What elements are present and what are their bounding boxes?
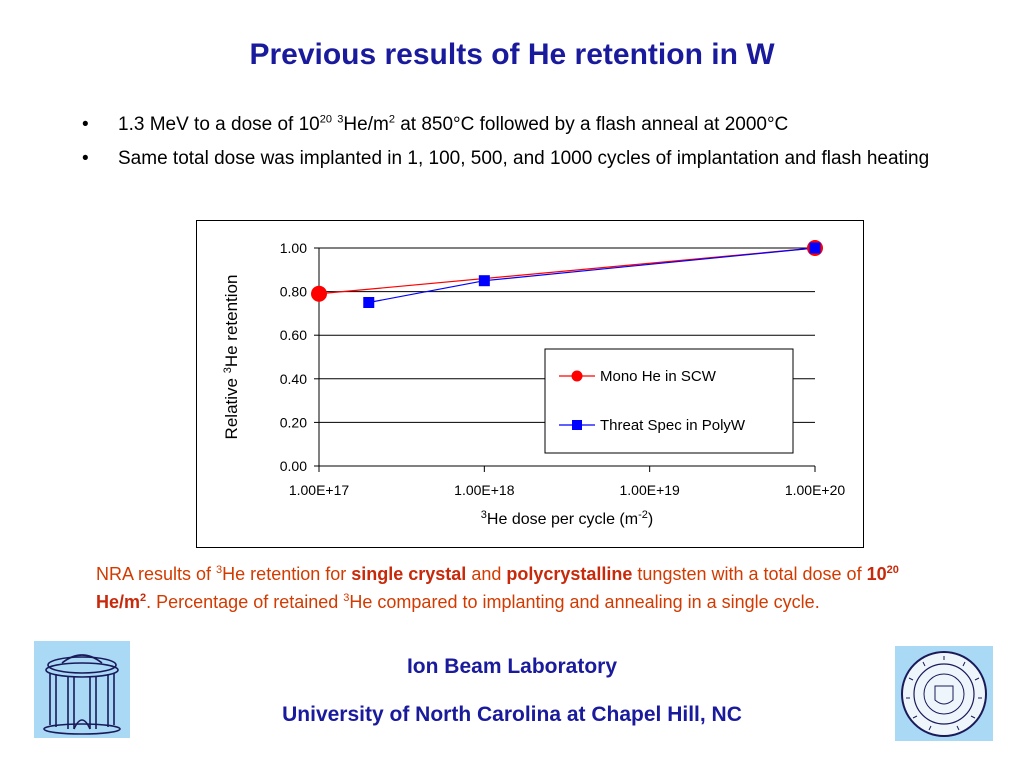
retention-chart: 1.00 0.80 0.60 0.40 0.20 0.00 1.00E+17 1.00E+18… [222,240,846,528]
caption-bold: polycrystalline [506,564,633,584]
slide-title: Previous results of He retention in W [249,38,775,71]
bullet-dot: • [82,148,89,169]
caption-sup: 2 [140,592,147,604]
data-point-circle [311,285,327,302]
lab-name: Ion Beam Laboratory [406,655,618,678]
chart-area: 1.00 0.80 0.60 0.40 0.20 0.00 1.00E+17 1.00E+18… [196,220,864,548]
bullet-sup: 20 [319,113,332,126]
bullet-list: • 1.3 MeV to a dose of 1020 3He/m2 at 85… [82,114,942,182]
legend-label: Threat Spec in PolyW [600,417,746,434]
y-tick-label: 0.80 [280,284,307,300]
university-name: University of North Carolina at Chapel H… [282,703,742,726]
x-tick-label: 1.00E+18 [454,482,515,498]
y-axis-label: Relative 3He retention [222,275,241,440]
university-seal-icon [895,646,993,741]
y-tick-label: 0.60 [280,327,307,343]
legend-marker [572,420,582,430]
caption-bold: He/m [96,592,141,612]
y-tick-label: 0.20 [280,414,307,430]
x-axis-label: 3He dose per cycle (m-2) [481,509,653,528]
y-tick-label: 0.40 [280,371,307,387]
legend-label: Mono He in SCW [600,368,717,385]
series-line [368,247,816,304]
bullet-text: 1.3 MeV to a dose of 10 [118,114,320,135]
legend-marker [571,370,583,382]
x-tick-label: 1.00E+20 [785,482,846,498]
bullet-sup: 2 [388,113,395,126]
caption-text: He retention for [222,564,352,584]
data-point-square [363,297,375,308]
bullet-text: Same total dose was implanted in 1, 100,… [118,148,930,169]
caption-sup: 20 [886,564,899,576]
data-point-square [809,242,821,254]
caption-text: NRA results of [96,564,217,584]
x-tick-label: 1.00E+17 [289,482,350,498]
x-tick-label: 1.00E+19 [619,482,680,498]
caption-text: He compared to implanting and annealing … [349,592,820,612]
old-well-icon [34,641,130,738]
bullet-dot: • [82,114,89,135]
caption-bold: 10 [866,564,887,584]
bullet-sup: 3 [337,113,344,126]
caption-text: and [466,564,507,584]
bullet-item: • 1.3 MeV to a dose of 1020 3He/m2 at 85… [82,114,942,136]
y-tick-label: 1.00 [280,240,307,256]
caption-bold: single crystal [351,564,467,584]
legend-box [544,348,794,454]
data-point-square [478,275,490,287]
caption-text: tungsten with a total dose of [632,564,867,584]
bullet-text: He/m [343,114,389,135]
caption-sup: 3 [343,592,350,604]
caption-text: . Percentage of retained [146,592,344,612]
bullet-item: • Same total dose was implanted in 1, 10… [82,148,942,170]
bullet-text: at 850°C followed by a flash anneal at 2… [394,114,789,135]
caption-sup: 3 [216,564,223,576]
y-tick-label: 0.00 [280,458,307,474]
figure-caption: NRA results of 3He retention for single … [96,560,926,616]
